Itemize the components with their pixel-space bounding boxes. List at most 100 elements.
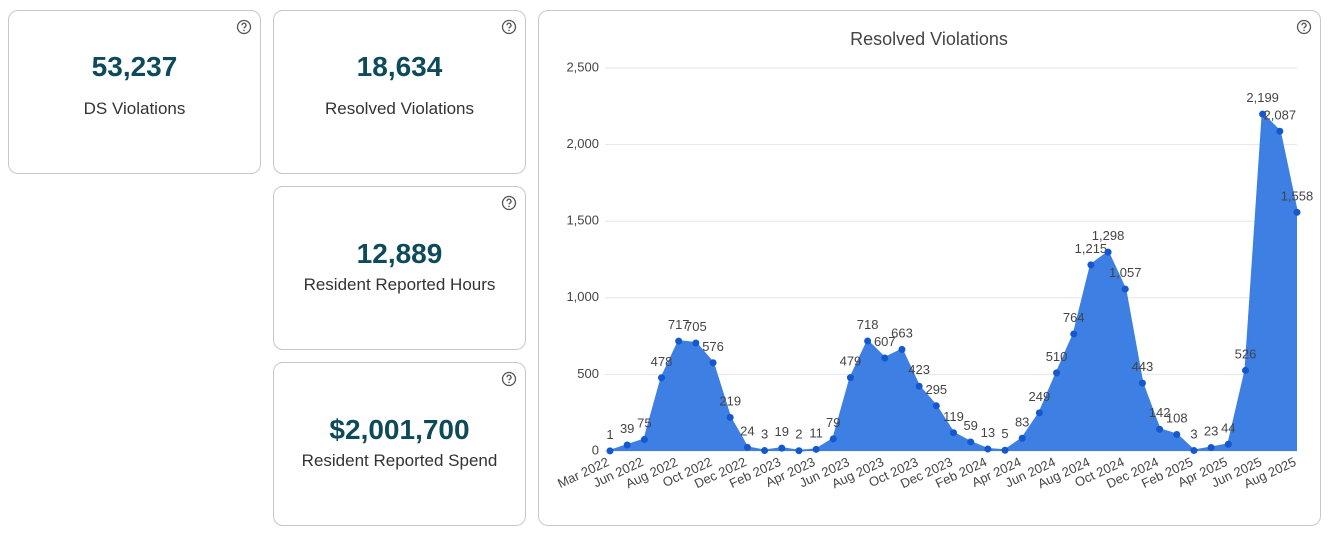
- marker: [709, 359, 717, 367]
- data-label: 705: [685, 319, 707, 334]
- kpi-card: 53,237 DS Violations: [8, 10, 261, 174]
- data-label: 510: [1046, 349, 1068, 364]
- marker: [915, 382, 923, 390]
- kpi-card: 18,634 Resolved Violations: [273, 10, 526, 174]
- marker: [881, 354, 889, 362]
- y-tick-label: 2,500: [566, 59, 599, 74]
- data-label: 1,298: [1092, 228, 1125, 243]
- data-label: 607: [874, 334, 896, 349]
- data-label: 2,199: [1246, 90, 1279, 105]
- kpi-label: Resolved Violations: [325, 99, 474, 118]
- data-label: 39: [620, 421, 634, 436]
- marker: [1293, 208, 1301, 216]
- data-label: 423: [908, 362, 930, 377]
- marker: [864, 337, 872, 345]
- y-tick-label: 1,500: [566, 213, 599, 228]
- data-label: 1: [606, 427, 613, 442]
- marker: [761, 447, 769, 455]
- data-label: 3: [761, 427, 768, 442]
- marker: [658, 374, 666, 382]
- help-icon[interactable]: [501, 371, 517, 387]
- data-label: 83: [1015, 414, 1029, 429]
- chart-title: Resolved Violations: [850, 29, 1008, 49]
- data-label: 19: [775, 424, 789, 439]
- data-label: 1,057: [1109, 265, 1142, 280]
- marker: [1207, 443, 1215, 451]
- data-label: 75: [637, 416, 651, 431]
- kpi-value: 12,889: [356, 238, 443, 269]
- marker: [1224, 440, 1232, 448]
- marker: [1087, 261, 1095, 269]
- data-label: 3: [1190, 427, 1197, 442]
- data-label: 479: [840, 354, 862, 369]
- marker: [898, 345, 906, 353]
- data-label: 59: [963, 418, 977, 433]
- chart: Resolved Violations 0 500 1,000 1,500 2,000 2…: [555, 29, 1314, 491]
- data-label: 764: [1063, 310, 1085, 325]
- data-label: 44: [1221, 420, 1235, 435]
- kpi-label: DS Violations: [83, 99, 186, 118]
- data-label: 108: [1166, 410, 1188, 425]
- marker: [675, 337, 683, 345]
- data-label: 1,215: [1075, 241, 1108, 256]
- kpi-card: $2,001,700 Resident Reported Spend: [273, 362, 526, 526]
- marker: [1156, 425, 1164, 433]
- data-label: 24: [740, 423, 754, 438]
- help-icon[interactable]: [501, 195, 517, 211]
- area: [610, 114, 1297, 452]
- kpi-value: $2,001,700: [329, 414, 470, 445]
- marker: [726, 413, 734, 421]
- marker: [1276, 127, 1284, 135]
- kpi-value: 53,237: [91, 51, 178, 82]
- marker: [829, 435, 837, 443]
- marker: [932, 402, 940, 410]
- marker: [1173, 430, 1181, 438]
- marker: [623, 441, 631, 449]
- marker: [1259, 110, 1267, 118]
- marker: [795, 447, 803, 455]
- marker: [1190, 447, 1198, 455]
- data-label: 119: [943, 409, 964, 424]
- y-tick-label: 1,000: [566, 289, 599, 304]
- marker: [812, 445, 820, 453]
- marker: [606, 447, 614, 455]
- kpi-value: 18,634: [356, 51, 443, 82]
- marker: [778, 444, 786, 452]
- marker: [1035, 409, 1043, 417]
- data-label: 11: [809, 425, 823, 440]
- marker: [984, 445, 992, 453]
- data-label: 219: [719, 393, 741, 408]
- data-label: 13: [981, 425, 995, 440]
- marker: [1053, 369, 1061, 377]
- data-label: 576: [702, 339, 724, 354]
- data-label: 23: [1204, 423, 1218, 438]
- data-label: 717: [668, 317, 690, 332]
- marker: [1241, 366, 1249, 374]
- help-icon[interactable]: [1296, 19, 1312, 35]
- marker: [1104, 248, 1112, 256]
- data-label: 2,087: [1264, 107, 1297, 122]
- data-label: 663: [891, 325, 913, 340]
- help-icon[interactable]: [501, 19, 517, 35]
- marker: [1070, 330, 1078, 338]
- y-tick-label: 2,000: [566, 136, 599, 151]
- data-label: 2: [795, 427, 802, 442]
- data-label: 478: [651, 354, 673, 369]
- marker: [743, 443, 751, 451]
- data-label: 249: [1029, 389, 1051, 404]
- marker: [692, 339, 700, 347]
- data-label: 526: [1235, 346, 1257, 361]
- marker: [1001, 446, 1009, 454]
- marker: [1138, 379, 1146, 387]
- data-label: 1,558: [1281, 188, 1314, 203]
- marker: [846, 374, 854, 382]
- data-label: 443: [1132, 359, 1154, 374]
- data-label: 295: [925, 382, 947, 397]
- kpi-label: Resident Reported Spend: [301, 451, 498, 470]
- marker: [1018, 434, 1026, 442]
- marker: [640, 436, 648, 444]
- y-tick-label: 500: [577, 366, 599, 381]
- marker: [1121, 285, 1129, 293]
- help-icon[interactable]: [236, 19, 252, 35]
